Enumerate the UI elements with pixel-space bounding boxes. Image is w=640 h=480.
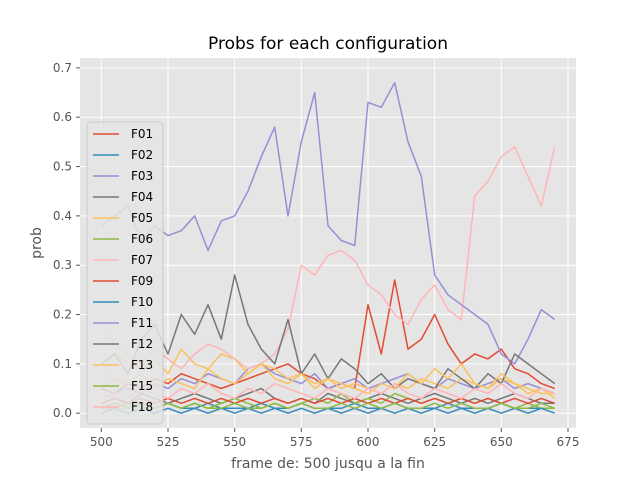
chart-title: Probs for each configuration [208,34,448,54]
legend: F01 F02 F03 F04 F05 F06 F07 F09 F10 F11 F12 F13 F15 F… [86,121,164,425]
legend-label: F01 [131,127,153,141]
legend-label: F07 [131,253,153,267]
x-axis: 500 525 550 575 600 625 650 675 [90,428,580,449]
x-tick-label: 550 [223,435,246,449]
series-line-f15 [101,402,555,410]
x-tick-label: 675 [557,435,580,449]
legend-label: F09 [131,274,153,288]
y-tick-label: 0.4 [53,209,72,223]
legend-label: F04 [131,190,153,204]
legend-label: F05 [131,211,153,225]
y-tick-label: 0.6 [53,110,72,124]
y-tick-label: 0.1 [53,357,72,371]
x-axis-label: frame de: 500 jusqu a la fin [231,456,425,472]
legend-label: F03 [131,169,153,183]
y-tick-label: 0.7 [53,61,72,75]
series-line-f18 [101,382,555,400]
legend-label: F15 [131,379,153,393]
series-line-f04 [101,387,555,405]
y-tick-label: 0.3 [53,258,72,272]
x-tick-label: 500 [90,435,113,449]
x-tick-label: 625 [423,435,446,449]
x-tick-label: 600 [357,435,380,449]
legend-label: F13 [131,358,153,372]
series-line-f13 [100,363,556,400]
y-tick-label: 0.2 [53,308,72,322]
legend-label: F02 [131,148,153,162]
y-tick-label: 0.0 [53,406,72,420]
series-line-f07 [100,146,556,370]
legend-label: F18 [131,400,153,414]
y-tick-label: 0.5 [53,160,72,174]
x-tick-label: 525 [157,435,180,449]
series-line-f11 [100,81,556,365]
series-layer [100,81,556,414]
x-tick-label: 650 [490,435,513,449]
y-axis: 0.0 0.1 0.2 0.3 0.4 0.5 0.6 0.7 [53,61,80,420]
legend-label: F12 [131,337,153,351]
y-axis-label: prob [29,227,45,259]
legend-label: F10 [131,295,153,309]
legend-label: F11 [131,316,153,330]
legend-label: F06 [131,232,153,246]
x-tick-label: 575 [290,435,313,449]
series-line-f09 [101,397,555,405]
